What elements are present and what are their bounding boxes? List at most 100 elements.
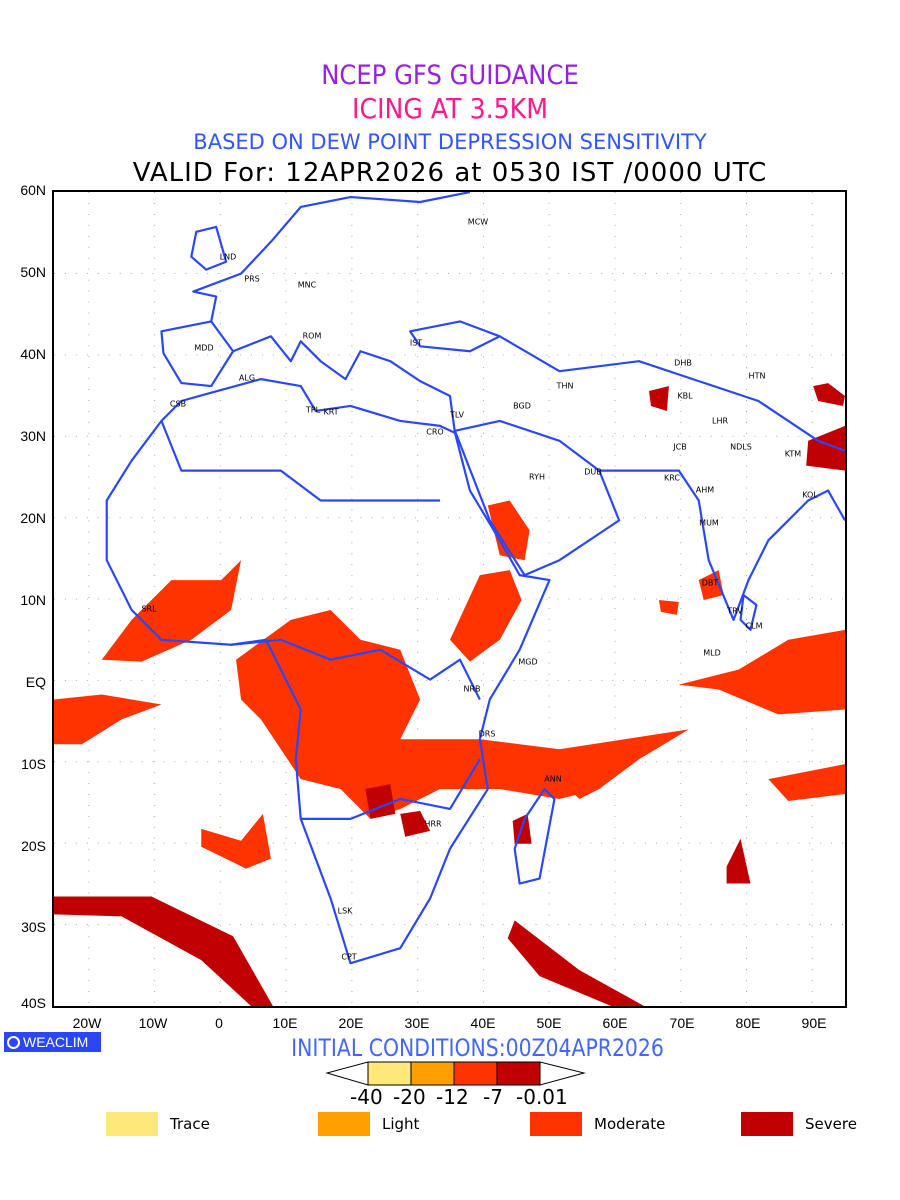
legend-label: Trace: [170, 1115, 210, 1133]
icing-moderate: [54, 500, 845, 869]
severe-area-afghanistan: [648, 386, 669, 411]
colorbar-swatch-moderate: [453, 1061, 498, 1086]
colorbar-tick: -0.01: [516, 1085, 568, 1109]
station-label: ROM: [302, 331, 322, 341]
colorbar-upper-arrow: [539, 1061, 586, 1086]
lat-label: 40N: [20, 346, 46, 362]
station-label: MDD: [194, 343, 214, 353]
icing-area-se-indian: [768, 764, 845, 801]
legend-label: Light: [382, 1115, 420, 1133]
colorbar-tick: -20: [393, 1085, 426, 1109]
lon-label: 10W: [138, 1015, 168, 1031]
lat-label: 50N: [20, 264, 46, 280]
legend-item-light: Light: [318, 1112, 419, 1136]
coast-europe: [192, 192, 471, 322]
legend-label: Severe: [805, 1115, 857, 1133]
icing-area-ethiopia: [449, 570, 522, 662]
icing-area-sudan: [487, 500, 530, 561]
station-label: NDLS: [730, 442, 752, 452]
coast-iberia: [160, 320, 235, 388]
icing-area-mozambique-channel: [559, 779, 600, 799]
lat-label: 20S: [21, 838, 46, 854]
icing-area-arabian-sea: [658, 599, 679, 615]
coast-mediterranean-north: [232, 335, 457, 433]
border-southern-africa: [300, 758, 481, 820]
colorbar-swatch-light: [410, 1061, 455, 1086]
severe-area-zambia: [365, 784, 396, 819]
lat-label: 30S: [21, 919, 46, 935]
station-label: CPT: [341, 952, 357, 962]
station-label: CLM: [745, 621, 763, 631]
station-label: TLV: [450, 410, 464, 420]
lat-label: 40S: [21, 995, 46, 1011]
coast-africa: [105, 378, 551, 965]
station-label: RYH: [529, 472, 545, 482]
lon-label: 70E: [669, 1015, 695, 1031]
icing-area-west-africa: [101, 560, 242, 662]
station-label: DUB: [584, 467, 602, 477]
station-label: MUM: [699, 518, 719, 528]
legend-label: Moderate: [594, 1115, 666, 1133]
weaclim-logo: WEACLIM: [4, 1032, 101, 1052]
station-label: IST: [409, 338, 423, 348]
station-label: KBL: [677, 391, 693, 401]
lon-label: 40E: [470, 1015, 496, 1031]
legend-swatch: [530, 1112, 582, 1136]
station-label: BGD: [513, 401, 531, 411]
station-label: NRB: [463, 684, 481, 694]
lon-label: 0: [215, 1015, 223, 1031]
lon-label: 20E: [338, 1015, 364, 1031]
station-label: CSB: [169, 399, 187, 409]
border-sahara: [160, 420, 441, 502]
station-label: LND: [219, 252, 237, 262]
station-label: AHM: [695, 485, 715, 495]
icing-area-central-africa: [236, 609, 689, 819]
station-label: KTM: [784, 449, 802, 459]
coast-asia-south: [599, 469, 845, 621]
station-label: MLD: [703, 648, 721, 658]
station-label: KRC: [664, 473, 680, 483]
copyright-icon: [7, 1035, 20, 1049]
station-label: DRS: [478, 729, 496, 739]
lon-label: 30E: [404, 1015, 430, 1031]
severe-area-south-atlantic: [54, 896, 273, 1006]
colorbar-tick: -40: [350, 1085, 383, 1109]
map-frame: [52, 190, 847, 1008]
station-label: ALG: [238, 373, 256, 383]
coast-sri-lanka: [739, 593, 758, 631]
coastlines-and-borders: [105, 192, 845, 965]
legend-swatch: [318, 1112, 370, 1136]
lon-label: 60E: [602, 1015, 628, 1031]
lat-label: EQ: [25, 674, 46, 690]
subtitle-method: BASED ON DEW POINT DEPRESSION SENSITIVIT…: [193, 130, 707, 154]
initial-conditions: INITIAL CONDITIONS:00Z04APR2026: [291, 1034, 664, 1062]
station-label: THN: [556, 381, 574, 391]
colorbar-tick: -7: [483, 1085, 503, 1109]
station-label: TRV: [727, 606, 743, 616]
lat-label: 10N: [20, 592, 46, 608]
icing-area-south-atlantic: [201, 813, 271, 869]
station-label: PRS: [244, 274, 260, 284]
station-label: LSK: [337, 906, 353, 916]
station-label: DHB: [674, 358, 692, 368]
coast-madagascar: [513, 787, 556, 885]
valid-time: VALID For: 12APR2026 at 0530 IST /0000 U…: [132, 158, 768, 188]
lon-label: 90E: [801, 1015, 827, 1031]
colorbar: [325, 1061, 586, 1086]
lon-label: 50E: [536, 1015, 562, 1031]
lat-label: 60N: [20, 182, 46, 198]
station-label: TPL: [305, 405, 321, 415]
station-label: CRO: [426, 427, 444, 437]
legend-item-trace: Trace: [106, 1112, 210, 1136]
station-label: HTN: [748, 371, 766, 381]
station-label: SRL: [141, 604, 157, 614]
station-label: KRT: [323, 407, 339, 417]
station-label: ANN: [544, 774, 562, 784]
legend-item-moderate: Moderate: [530, 1112, 665, 1136]
border-central-africa: [230, 638, 481, 700]
lat-label: 30N: [20, 428, 46, 444]
colorbar-swatch-severe: [496, 1061, 541, 1086]
severe-area-south-indian: [507, 920, 645, 1006]
station-label: JCB: [673, 442, 687, 452]
station-label: HRR: [424, 819, 442, 829]
